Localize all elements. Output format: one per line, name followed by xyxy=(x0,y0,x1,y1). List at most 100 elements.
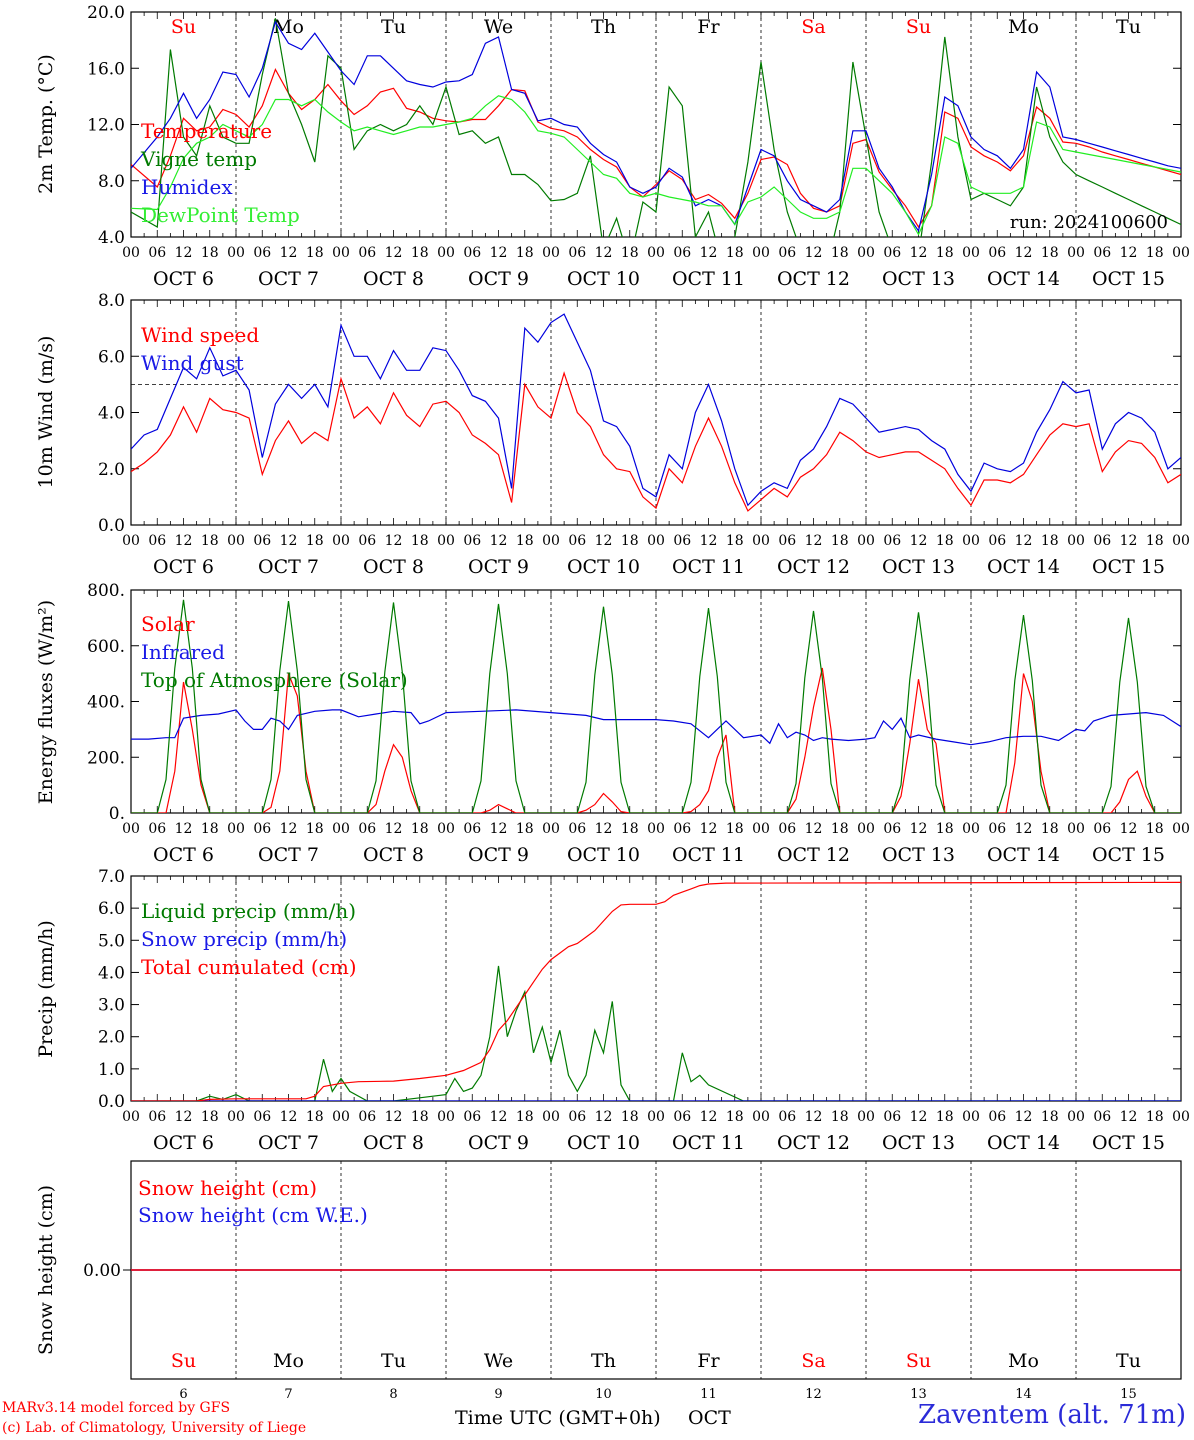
hour-tick-label: 12 xyxy=(910,245,928,261)
date-label: OCT 14 xyxy=(987,844,1060,866)
hour-tick-label: 00 xyxy=(962,821,980,837)
hour-tick-label: 06 xyxy=(673,1109,691,1125)
day-number-label: 8 xyxy=(389,1387,397,1402)
hour-tick-label: 00 xyxy=(437,821,455,837)
hour-tick-label: 06 xyxy=(463,821,481,837)
hour-tick-label: 12 xyxy=(910,533,928,549)
hour-tick-label: 00 xyxy=(437,533,455,549)
day-number-label: 7 xyxy=(284,1387,292,1402)
date-label: OCT 7 xyxy=(258,556,319,578)
weekday-label: Mo xyxy=(273,1350,304,1372)
weekday-label: Tu xyxy=(381,16,406,38)
date-label: OCT 6 xyxy=(153,556,214,578)
date-label: OCT 11 xyxy=(672,268,745,290)
hour-tick-label: 12 xyxy=(385,1109,403,1125)
hour-tick-label: 12 xyxy=(280,533,298,549)
hour-tick-label: 18 xyxy=(306,245,324,261)
legend-entry: Vigne temp xyxy=(140,147,257,171)
hour-tick-label: 00 xyxy=(542,1109,560,1125)
y-tick-label: 0.00 xyxy=(83,1261,121,1281)
hour-tick-label: 00 xyxy=(857,533,875,549)
hour-tick-label: 06 xyxy=(358,821,376,837)
hour-tick-label: 12 xyxy=(490,1109,508,1125)
y-tick-label: 4.0 xyxy=(98,228,125,248)
hour-tick-label: 00 xyxy=(962,533,980,549)
date-label: OCT 15 xyxy=(1092,1132,1165,1154)
hour-tick-label: 12 xyxy=(385,533,403,549)
hour-tick-label: 18 xyxy=(621,821,639,837)
date-label: OCT 8 xyxy=(363,1132,424,1154)
hour-tick-label: 18 xyxy=(936,821,954,837)
hour-tick-label: 12 xyxy=(385,821,403,837)
legend-entry: Humidex xyxy=(141,175,233,199)
hour-tick-label: 06 xyxy=(253,245,271,261)
hour-tick-label: 18 xyxy=(411,245,429,261)
plot-frame xyxy=(130,589,1182,814)
legend-entry: Liquid precip (mm/h) xyxy=(141,899,356,923)
y-tick-label: 8.0 xyxy=(98,172,125,192)
hour-tick-label: 00 xyxy=(227,533,245,549)
date-label: OCT 13 xyxy=(882,268,955,290)
date-label: OCT 10 xyxy=(567,268,640,290)
hour-tick-label: 18 xyxy=(306,821,324,837)
day-number-label: 15 xyxy=(1120,1387,1137,1402)
hour-tick-label: 12 xyxy=(700,245,718,261)
hour-tick-label: 18 xyxy=(1041,821,1059,837)
date-label: OCT 12 xyxy=(777,844,850,866)
weekday-label: Th xyxy=(591,1350,616,1372)
weekday-label: Fr xyxy=(697,16,720,38)
weekday-label: Sa xyxy=(801,1350,825,1372)
hour-tick-label: 12 xyxy=(805,245,823,261)
run-annotation: run: 2024100600 xyxy=(1010,212,1168,233)
y-tick-label: 3.0 xyxy=(98,996,125,1016)
legend-entry: Top of Atmosphere (Solar) xyxy=(141,668,408,692)
hour-tick-label: 06 xyxy=(988,821,1006,837)
y-axis-label: Precip (mm/h) xyxy=(35,920,57,1058)
legend-entry: Wind gust xyxy=(141,351,244,375)
weekday-label: Tu xyxy=(381,1350,406,1372)
hour-tick-label: 06 xyxy=(673,533,691,549)
hour-tick-label: 00 xyxy=(122,1109,140,1125)
hour-tick-label: 06 xyxy=(1093,245,1111,261)
y-tick-label: 8.0 xyxy=(98,291,125,311)
hour-tick-label: 00 xyxy=(752,245,770,261)
date-label: OCT 13 xyxy=(882,1132,955,1154)
day-number-label: 10 xyxy=(595,1387,612,1402)
y-axis-label: Snow height (cm) xyxy=(35,1185,57,1355)
y-tick-label: 2.0 xyxy=(98,460,125,480)
y-tick-label: 800. xyxy=(87,581,125,601)
legend-entry: Temperature xyxy=(141,119,272,143)
day-number-label: 9 xyxy=(494,1387,502,1402)
hour-tick-label: 18 xyxy=(831,821,849,837)
panel-precip: 0.0 1.0 2.0 3.0 4.0 5.0 6.0 7.0 00 06 12 18 00 06 12 18… xyxy=(35,867,1190,1154)
hour-tick-label: 12 xyxy=(595,1109,613,1125)
hour-tick-label: 12 xyxy=(280,821,298,837)
hour-tick-label: 18 xyxy=(1146,245,1164,261)
hour-tick-label: 06 xyxy=(988,1109,1006,1125)
hour-tick-label: 18 xyxy=(936,533,954,549)
series-infrared-line xyxy=(131,709,1181,746)
date-label: OCT 14 xyxy=(987,556,1060,578)
weekday-label: Mo xyxy=(1008,1350,1039,1372)
hour-tick-label: 00 xyxy=(647,533,665,549)
hour-tick-label: 18 xyxy=(831,245,849,261)
date-label: OCT 15 xyxy=(1092,556,1165,578)
date-label: OCT 13 xyxy=(882,844,955,866)
hour-tick-label: 18 xyxy=(831,1109,849,1125)
weekday-label: Fr xyxy=(697,1350,720,1372)
hour-tick-label: 12 xyxy=(1015,821,1033,837)
hour-tick-label: 12 xyxy=(280,1109,298,1125)
hour-tick-label: 00 xyxy=(122,245,140,261)
hour-tick-label: 12 xyxy=(490,533,508,549)
legend-entry: Snow height (cm) xyxy=(138,1176,317,1200)
y-tick-label: 0.0 xyxy=(98,1092,125,1112)
hour-tick-label: 12 xyxy=(805,533,823,549)
hour-tick-label: 00 xyxy=(122,533,140,549)
hour-tick-label: 12 xyxy=(490,245,508,261)
weekday-label: Mo xyxy=(1008,16,1039,38)
hour-tick-label: 18 xyxy=(936,1109,954,1125)
y-tick-label: 400. xyxy=(87,693,125,713)
hour-tick-label: 00 xyxy=(1067,821,1085,837)
date-label: OCT 14 xyxy=(987,1132,1060,1154)
hour-tick-label: 00 xyxy=(752,1109,770,1125)
